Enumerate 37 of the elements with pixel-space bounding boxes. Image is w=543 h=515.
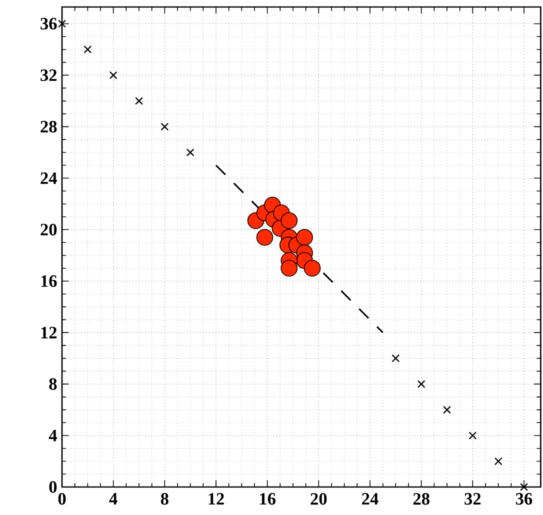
point [58,20,66,28]
x-tick-label: 20 [310,493,327,505]
x-tick-label: 24 [362,493,378,505]
x-tick-label: 12 [208,493,224,505]
point [468,432,477,440]
y-tick-label: 24 [40,172,57,184]
point [443,406,451,414]
point [84,45,92,54]
point [280,212,298,230]
y-tick-label: 0 [49,481,57,493]
x-tick-label: 28 [413,493,430,505]
y-tick-label: 12 [41,326,57,338]
y-tick-label: 32 [40,69,57,82]
point [520,483,528,491]
point [256,228,274,246]
point [280,260,298,277]
y-tick-label: 20 [40,224,57,236]
y-tick-label: 16 [41,275,57,287]
x-tick-label: 32 [464,493,481,505]
point [494,457,502,466]
x-tick-label: 36 [516,493,532,505]
y-tick-label: 4 [48,430,57,442]
y-tick-label: 28 [40,120,57,133]
x-tick-label: 8 [160,493,168,505]
y-tick-label: 8 [49,378,57,390]
point [392,354,400,362]
y-tick-label: 36 [40,18,57,30]
point [109,71,118,80]
point [186,148,194,156]
x-tick-label: 16 [260,493,276,505]
point [296,228,313,246]
point [135,96,143,105]
x-tick-label: 0 [58,493,66,505]
point [417,380,426,388]
point [304,260,321,277]
x-tick-label: 4 [109,493,118,504]
point [160,122,169,131]
